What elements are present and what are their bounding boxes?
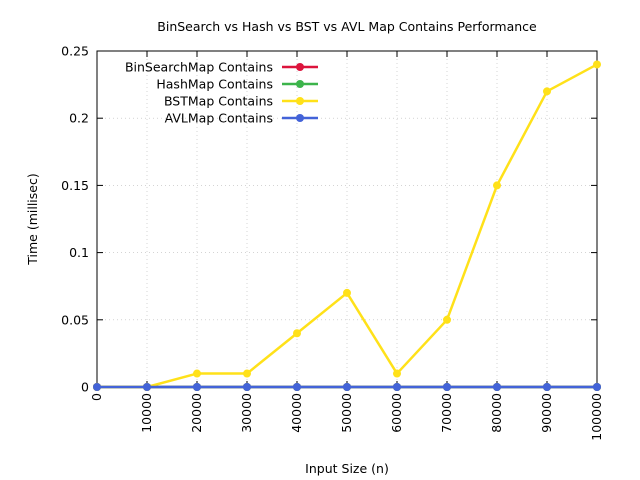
data-point [293,329,301,338]
data-point [193,369,201,378]
data-point [543,383,551,391]
data-point [393,383,401,391]
y-tick-label: 0.25 [61,44,89,59]
y-tick-label: 0 [81,380,89,395]
data-point [343,288,351,297]
x-tick-label: 80000 [489,393,504,433]
data-point [593,60,601,69]
series-group [93,60,601,391]
data-point [443,383,451,391]
x-tick-label: 30000 [239,393,254,433]
data-point [143,383,151,391]
y-tick-label: 0.1 [69,245,89,260]
data-point [393,369,401,378]
x-tick-label: 40000 [289,393,304,433]
x-tick-label: 50000 [339,393,354,433]
legend-swatch-point [296,114,304,122]
data-point [443,315,451,324]
x-tick-label: 100000 [589,393,604,441]
data-point [493,181,501,190]
x-axis-label: Input Size (n) [305,461,389,476]
data-point [243,369,251,378]
legend: BinSearchMap Contains HashMap Contains BST… [125,60,318,126]
legend-swatch-point [296,97,304,105]
axis-ticks: 0 10000 20000 30000 40000 50000 60000 70000 8000… [61,44,604,441]
chart-title: BinSearch vs Hash vs BST vs AVL Map Cont… [157,19,537,34]
data-point [493,383,501,391]
legend-swatch-point [296,63,304,71]
data-point [543,87,551,96]
data-point [243,383,251,391]
data-point [343,383,351,391]
data-point [293,383,301,391]
y-tick-label: 0.15 [61,178,89,193]
x-tick-label: 70000 [439,393,454,433]
x-tick-label: 0 [89,393,104,401]
legend-label: AVLMap Contains [165,111,273,126]
y-tick-label: 0.2 [69,111,89,126]
y-axis-label: Time (millisec) [25,173,40,265]
x-tick-label: 10000 [139,393,154,433]
data-point [193,383,201,391]
x-tick-label: 20000 [189,393,204,433]
y-tick-label: 0.05 [61,312,89,327]
data-point [593,383,601,391]
x-tick-label: 60000 [389,393,404,433]
legend-label: HashMap Contains [156,77,273,92]
legend-label: BinSearchMap Contains [125,60,273,75]
grid [97,51,597,387]
legend-label: BSTMap Contains [164,94,273,109]
data-point [93,383,101,391]
legend-swatch-point [296,80,304,88]
x-tick-label: 90000 [539,393,554,433]
